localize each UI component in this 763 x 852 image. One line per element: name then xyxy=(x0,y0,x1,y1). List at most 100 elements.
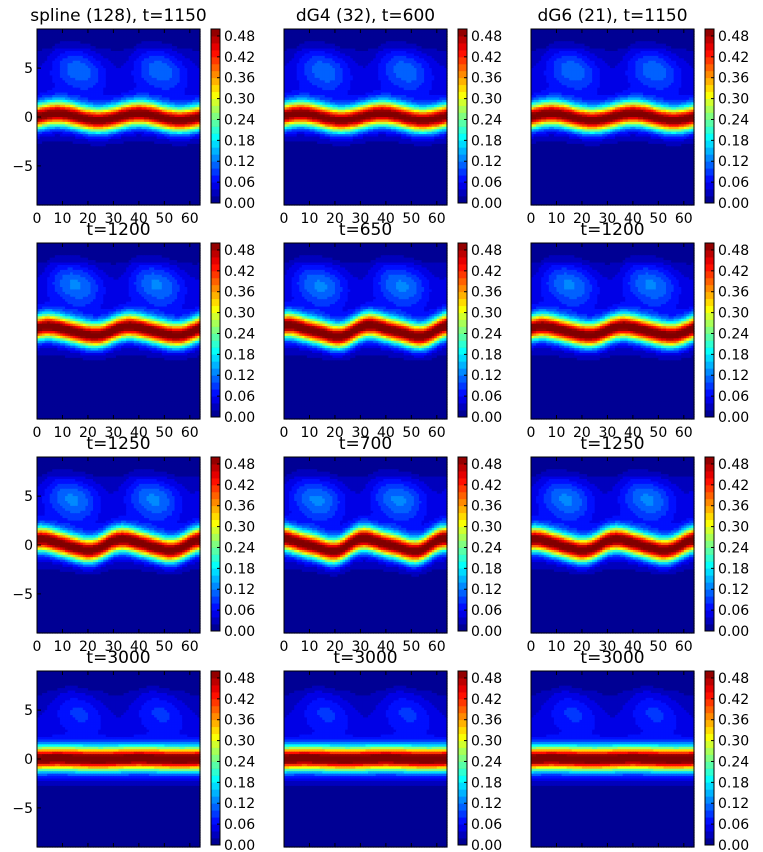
heatmap-cell xyxy=(95,60,99,64)
heatmap-cell xyxy=(194,41,199,45)
heatmap-cell xyxy=(126,43,130,47)
heatmap-cell xyxy=(184,38,188,42)
heatmap-cell xyxy=(42,38,46,42)
heatmap-cell xyxy=(115,70,120,74)
colorbar-level xyxy=(211,29,220,37)
heatmap-cell xyxy=(103,58,107,62)
heatmap-cell xyxy=(123,80,127,84)
heatmap-cell xyxy=(115,36,120,40)
heatmap-cell xyxy=(39,55,43,59)
heatmap-cell xyxy=(95,85,99,89)
heatmap-cell xyxy=(90,73,94,77)
heatmap-cell xyxy=(171,77,176,81)
heatmap-cell xyxy=(166,41,171,45)
heatmap-cell xyxy=(126,58,130,62)
heatmap-cell xyxy=(187,29,191,33)
heatmap-cell xyxy=(169,90,173,94)
heatmap-cell xyxy=(93,31,97,35)
heatmap-cell xyxy=(182,65,186,69)
heatmap-cell xyxy=(194,33,199,37)
heatmap-cell xyxy=(105,48,109,52)
heatmap-cell xyxy=(110,68,115,72)
heatmap-cell xyxy=(87,82,92,86)
heatmap-cell xyxy=(189,80,193,84)
heatmap-cell xyxy=(87,80,92,84)
heatmap-cell xyxy=(164,41,168,45)
heatmap-cell xyxy=(115,41,120,45)
heatmap-cell xyxy=(113,87,117,91)
heatmap-cell xyxy=(141,80,145,84)
heatmap-cell xyxy=(57,60,61,64)
heatmap-cell xyxy=(194,55,199,59)
heatmap-cell xyxy=(118,60,122,64)
heatmap-cell xyxy=(39,53,43,57)
heatmap-cell xyxy=(95,77,99,81)
heatmap-cell xyxy=(103,53,107,57)
heatmap-cell xyxy=(90,80,94,84)
heatmap-cell xyxy=(187,68,191,72)
heatmap-cell xyxy=(118,75,122,79)
heatmap-cell xyxy=(166,53,171,57)
heatmap-cell xyxy=(118,92,122,96)
heatmap-cell xyxy=(177,51,181,55)
heatmap-cell xyxy=(194,73,199,77)
heatmap-cell xyxy=(141,73,145,77)
heatmap-cell xyxy=(118,82,122,86)
heatmap-cell xyxy=(108,80,112,84)
heatmap-cell xyxy=(54,33,58,37)
heatmap-cell xyxy=(65,90,69,94)
heatmap-cell xyxy=(87,92,92,96)
heatmap-cell xyxy=(159,33,163,37)
heatmap-cell xyxy=(44,87,48,91)
heatmap-cell xyxy=(113,53,117,57)
heatmap-cell xyxy=(37,46,41,50)
heatmap-cell xyxy=(80,73,84,77)
heatmap-cell xyxy=(143,85,148,89)
colorbar-level xyxy=(211,182,220,190)
heatmap-cell xyxy=(103,33,107,37)
heatmap-cell xyxy=(138,41,143,45)
heatmap-cell xyxy=(154,43,158,47)
heatmap-cell xyxy=(146,46,150,50)
heatmap-cell xyxy=(47,46,51,50)
heatmap-cell xyxy=(194,53,199,57)
heatmap-cell xyxy=(156,46,160,50)
heatmap-cell xyxy=(128,60,132,64)
heatmap-cell xyxy=(136,82,140,86)
heatmap-cell xyxy=(151,63,155,67)
heatmap-cell xyxy=(156,41,160,45)
heatmap-cell xyxy=(166,29,171,33)
heatmap-cell xyxy=(62,41,66,45)
heatmap-cell xyxy=(166,85,171,89)
heatmap-cell xyxy=(59,87,64,91)
heatmap-cell xyxy=(192,41,196,45)
heatmap-cell xyxy=(164,46,168,50)
heatmap-cell xyxy=(77,77,81,81)
heatmap-cell xyxy=(52,55,56,59)
heatmap-cell xyxy=(154,53,158,57)
heatmap-cell xyxy=(121,73,125,77)
heatmap-cell xyxy=(103,68,107,72)
heatmap-cell xyxy=(108,41,112,45)
heatmap-cell xyxy=(121,55,125,59)
heatmap-cell xyxy=(110,90,115,94)
heatmap-cell xyxy=(82,65,86,69)
heatmap-cell xyxy=(37,77,41,81)
x-tick-label: 0 xyxy=(33,211,42,227)
heatmap-cell xyxy=(126,38,130,42)
heatmap-cell xyxy=(105,51,109,55)
heatmap-cell xyxy=(197,53,201,57)
heatmap-cell xyxy=(62,55,66,59)
heatmap-cell xyxy=(110,73,115,77)
heatmap-cell xyxy=(128,87,132,91)
heatmap-cell xyxy=(42,87,46,91)
heatmap-cell xyxy=(174,48,178,52)
heatmap-cell xyxy=(62,82,66,86)
heatmap-cell xyxy=(194,36,199,40)
heatmap-cell xyxy=(47,77,51,81)
heatmap-cell xyxy=(47,75,51,79)
heatmap-cell xyxy=(39,29,43,33)
heatmap-cell xyxy=(177,29,181,33)
heatmap-cell xyxy=(138,63,143,67)
heatmap-cell xyxy=(75,36,79,40)
